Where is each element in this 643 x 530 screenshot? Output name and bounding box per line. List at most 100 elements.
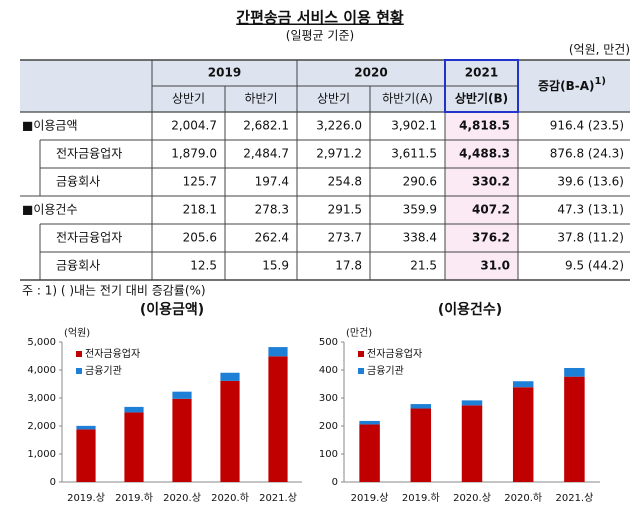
cell: 125.7 xyxy=(183,175,217,189)
y-tick-label: 2,000 xyxy=(27,421,56,432)
row-label: 금융회사 xyxy=(56,175,100,189)
x-tick-label: 2020.상 xyxy=(453,492,491,504)
x-tick-label: 2019.상 xyxy=(67,492,105,504)
bar xyxy=(359,420,380,425)
chart-title: (이용금액) xyxy=(140,301,204,318)
x-tick-label: 2019.상 xyxy=(351,492,389,504)
bar xyxy=(512,387,534,482)
bar xyxy=(172,398,192,482)
bar xyxy=(410,404,432,409)
cell: 273.7 xyxy=(328,231,362,245)
cell: 290.6 xyxy=(403,175,437,189)
y-tick-label: 5,000 xyxy=(27,337,56,348)
change-cell: 9.5 (44.2) xyxy=(565,259,624,273)
cell: 359.9 xyxy=(403,203,437,217)
cell: 17.8 xyxy=(335,259,362,273)
legend-swatch xyxy=(76,368,82,374)
row-label: ■이용건수 xyxy=(22,203,78,217)
change-cell: 916.4 (23.5) xyxy=(550,119,624,133)
y-tick-label: 3,000 xyxy=(27,393,56,404)
bar xyxy=(268,356,288,482)
change-cell: 39.6 (13.6) xyxy=(557,175,624,189)
subtitle: (일평균 기준) xyxy=(286,29,354,43)
row-label: 전자금융업자 xyxy=(56,231,122,245)
x-tick-label: 2019.하 xyxy=(115,491,153,504)
bar xyxy=(124,412,144,482)
highlight-box xyxy=(444,59,519,113)
sub-head: 상반기 xyxy=(172,92,205,106)
bar xyxy=(268,347,288,357)
y-label: (억원) xyxy=(64,327,90,339)
legend-label: 금융기관 xyxy=(367,365,404,377)
y-tick-label: 0 xyxy=(332,477,338,488)
y-tick-label: 100 xyxy=(319,449,338,460)
cell: 407.2 xyxy=(472,203,510,217)
x-tick-label: 2021.상 xyxy=(555,492,593,504)
sub-head: 하반기 xyxy=(244,92,277,106)
legend-label: 금융기관 xyxy=(85,365,122,377)
row-label: ■이용금액 xyxy=(22,119,78,133)
bar xyxy=(461,405,483,482)
y-tick-label: 300 xyxy=(319,393,338,404)
cell: 15.9 xyxy=(262,259,289,273)
y-tick-label: 0 xyxy=(50,477,56,488)
legend-swatch xyxy=(358,368,364,374)
cell: 254.8 xyxy=(328,175,362,189)
change-head: 증감(B-A)1) xyxy=(538,76,606,93)
unit: (억원, 만건) xyxy=(569,43,630,57)
bar xyxy=(564,367,585,377)
cell: 278.3 xyxy=(255,203,289,217)
change-cell: 37.8 (11.2) xyxy=(557,231,624,245)
bar xyxy=(220,372,240,381)
cell: 2,682.1 xyxy=(243,119,289,133)
cell: 3,226.0 xyxy=(316,119,362,133)
cell: 330.2 xyxy=(472,175,510,189)
sub-head: 상반기(B) xyxy=(455,91,508,106)
bar xyxy=(76,429,96,482)
cell: 3,611.5 xyxy=(391,147,437,161)
cell: 291.5 xyxy=(328,203,362,217)
bar xyxy=(359,424,380,482)
change-cell: 876.8 (24.3) xyxy=(550,147,624,161)
cell: 197.4 xyxy=(255,175,289,189)
bar xyxy=(512,381,534,388)
cell: 338.4 xyxy=(403,231,437,245)
cell: 262.4 xyxy=(255,231,289,245)
bar xyxy=(124,406,144,413)
x-tick-label: 2020.상 xyxy=(163,492,201,504)
change-cell: 47.3 (13.1) xyxy=(557,203,624,217)
legend-swatch xyxy=(358,351,364,357)
change-mark: 1) xyxy=(594,76,606,87)
cell: 218.1 xyxy=(183,203,217,217)
cell: 1,879.0 xyxy=(171,147,217,161)
year-head: 2019 xyxy=(208,66,241,80)
cell: 2,484.7 xyxy=(243,147,289,161)
sub-head: 상반기 xyxy=(317,92,350,106)
y-tick-label: 400 xyxy=(319,365,338,376)
legend-label: 전자금융업자 xyxy=(85,347,140,360)
bar xyxy=(76,425,96,430)
x-tick-label: 2020.하 xyxy=(504,491,542,504)
x-tick-label: 2021.상 xyxy=(259,492,297,504)
y-tick-label: 200 xyxy=(319,421,338,432)
title: 간편송금 서비스 이용 현황 xyxy=(236,9,404,27)
cell: 31.0 xyxy=(480,259,510,273)
y-tick-label: 1,000 xyxy=(27,449,56,460)
change-head-text: 증감(B-A) xyxy=(538,78,594,93)
bar xyxy=(564,376,585,482)
cell: 2,004.7 xyxy=(171,119,217,133)
row-label: 전자금융업자 xyxy=(56,147,122,161)
y-tick-label: 4,000 xyxy=(27,365,56,376)
chart-title: (이용건수) xyxy=(438,301,502,318)
y-label: (만건) xyxy=(346,327,372,339)
legend-swatch xyxy=(76,351,82,357)
bar xyxy=(172,391,192,399)
x-tick-label: 2019.하 xyxy=(402,491,440,504)
year-head: 2020 xyxy=(354,66,387,80)
sub-head: 하반기(A) xyxy=(382,92,433,106)
bar xyxy=(410,408,432,482)
bar xyxy=(461,400,483,406)
cell: 4,488.3 xyxy=(459,147,510,161)
cell: 205.6 xyxy=(183,231,217,245)
